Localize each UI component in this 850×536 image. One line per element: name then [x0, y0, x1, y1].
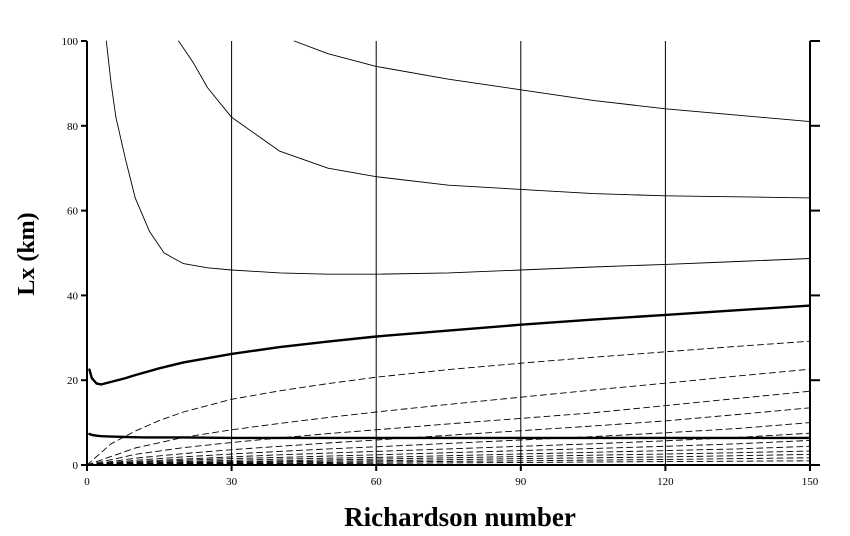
series-line-3: [105, 40, 810, 275]
x-tick-label: 0: [84, 476, 90, 488]
series-line-5: [87, 340, 810, 466]
y-tick-label: 40: [67, 290, 79, 302]
x-tick-label: 60: [371, 476, 383, 488]
grid-lines: [231, 41, 666, 465]
series-line-1: [293, 40, 810, 123]
series-line-7: [87, 390, 810, 466]
y-axis-title: Lx (km): [14, 212, 40, 295]
series-line-15: [87, 457, 810, 466]
series-line-9: [87, 422, 810, 466]
y-tick-label: 80: [67, 121, 79, 133]
series-line-2: [178, 40, 810, 199]
series-line-8: [87, 407, 810, 466]
x-tick-label: 30: [226, 476, 238, 488]
y-tick-label: 0: [73, 460, 79, 472]
series-line-13: [87, 450, 810, 466]
x-axis-title: Richardson number: [344, 502, 576, 532]
x-tick-label: 120: [657, 476, 674, 488]
series-line-4: [88, 304, 810, 386]
tick-labels: 0 20 40 60 80 100 0 30 60 90 120 150: [62, 36, 819, 488]
y-tick-label: 60: [67, 206, 79, 218]
series-line-17: [88, 432, 810, 440]
x-tick-label: 150: [802, 476, 819, 488]
series-line-6: [87, 368, 810, 466]
series-group: [87, 40, 810, 466]
series-line-14: [87, 453, 810, 466]
axes: [81, 40, 820, 471]
y-tick-label: 100: [62, 36, 79, 48]
y-tick-label: 20: [67, 375, 79, 387]
x-tick-label: 90: [515, 476, 527, 488]
